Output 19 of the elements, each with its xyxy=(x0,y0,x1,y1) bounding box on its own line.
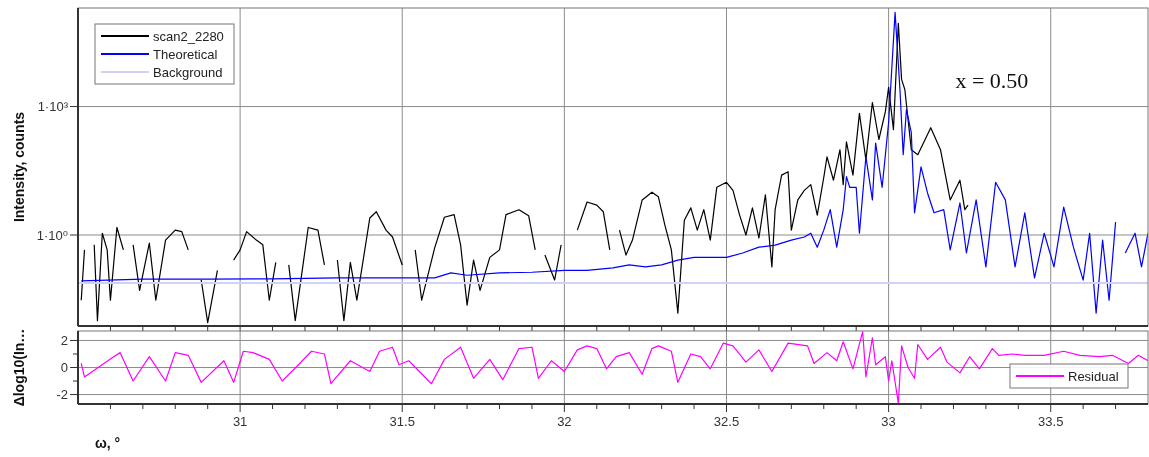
x-tick-label: 31.5 xyxy=(389,414,415,429)
x-tick-label: 33 xyxy=(881,414,896,429)
x-tick-label: 32 xyxy=(557,414,572,429)
legend-label: Theoretical xyxy=(153,46,218,62)
legend-label: Background xyxy=(153,64,223,80)
annotation: x = 0.50 xyxy=(955,68,1029,93)
y-tick-label: 0 xyxy=(60,360,68,376)
legend-label: scan2_2280 xyxy=(153,28,224,44)
y-axis-title: Intensity, counts xyxy=(11,111,27,223)
y-tick-label: -2 xyxy=(56,387,68,403)
x-tick-label: 32.5 xyxy=(713,414,740,429)
x-tick-label: 33.5 xyxy=(1038,414,1064,429)
y-axis-title: Δlog10(In… xyxy=(11,328,27,407)
x-axis-title: ω, ° xyxy=(95,435,121,451)
y-tick-label: 1·10⁰ xyxy=(36,227,68,243)
legend-label: Residual xyxy=(1068,368,1119,384)
y-tick-label: 2 xyxy=(60,333,68,349)
x-tick-label: 31 xyxy=(232,414,248,429)
y-tick-label: 1·10³ xyxy=(37,99,69,115)
